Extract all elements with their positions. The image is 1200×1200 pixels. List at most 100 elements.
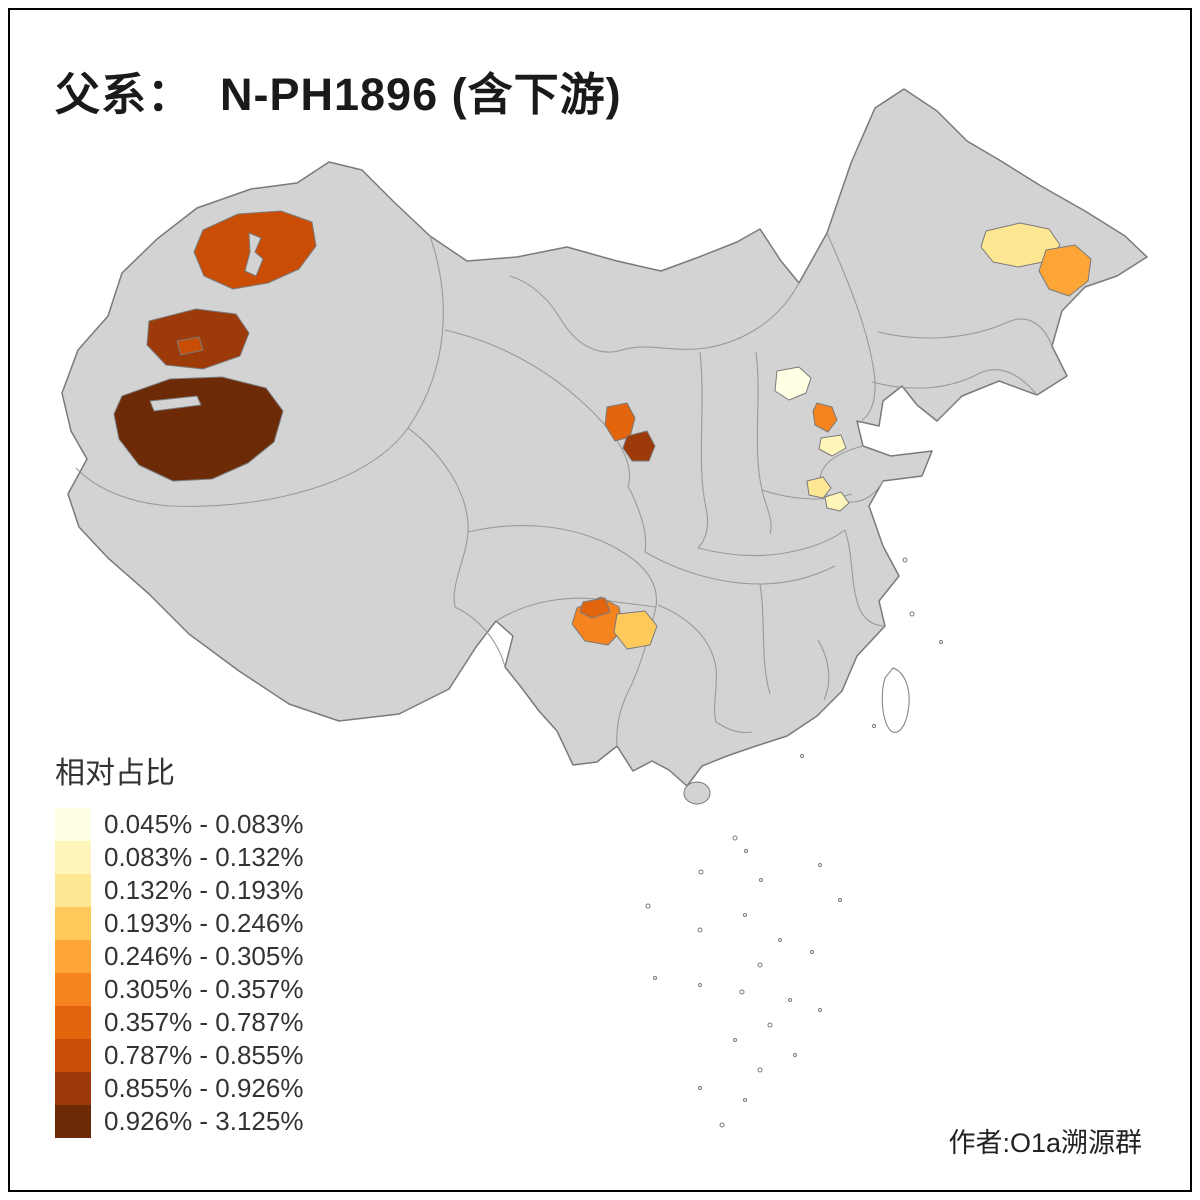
legend-item: 0.305% - 0.357% (55, 973, 303, 1006)
sea-islet (719, 1122, 725, 1128)
legend-label: 0.305% - 0.357% (104, 974, 304, 1004)
taiwan-island (881, 667, 910, 733)
islands (683, 557, 943, 805)
hainan-island (683, 781, 711, 805)
region-shaanxi-dark (622, 430, 656, 462)
legend-label: 0.132% - 0.193% (104, 875, 304, 905)
legend-label: 0.357% - 0.787% (104, 1007, 304, 1037)
legend-item: 0.193% - 0.246% (55, 907, 303, 940)
region-jiangsu-north (806, 476, 832, 499)
sea-islet (653, 976, 657, 980)
highlighted-regions (113, 210, 1092, 650)
province-line (627, 485, 647, 553)
coastal-islet (902, 557, 908, 563)
legend-swatch (55, 940, 91, 973)
coastal-islet (939, 640, 943, 644)
legend-label: 0.193% - 0.246% (104, 908, 304, 938)
sea-islet (818, 863, 822, 867)
province-line (657, 604, 717, 723)
region-southwest-xinjiang-enclave (149, 395, 202, 412)
sea-islet (788, 998, 792, 1002)
sea-islet (757, 1067, 763, 1073)
province-line (844, 529, 886, 627)
sea-islet (767, 1022, 773, 1028)
region-west-xinjiang-enclave (176, 336, 204, 356)
region-yunnan-light (613, 610, 658, 650)
coastal-islet (800, 754, 804, 758)
sea-islet (743, 913, 747, 917)
legend-swatch (55, 808, 91, 841)
province-line (817, 639, 830, 701)
province-line (407, 427, 469, 608)
legend-label: 0.083% - 0.132% (104, 842, 304, 872)
sea-islet (739, 989, 745, 995)
sea-islet (818, 1008, 822, 1012)
province-borders (75, 232, 1053, 747)
province-line (75, 235, 444, 507)
legend-swatch (55, 1039, 91, 1072)
legend-item: 0.246% - 0.305% (55, 940, 303, 973)
sea-islet (698, 1086, 702, 1090)
province-line (871, 369, 1038, 396)
province-line (715, 721, 753, 734)
province-line (697, 351, 709, 549)
legend-item: 0.787% - 0.855% (55, 1039, 303, 1072)
sea-islet (838, 898, 842, 902)
legend-title: 相对占比 (55, 757, 175, 790)
province-line (826, 232, 876, 421)
region-jiangsu-south (824, 491, 850, 512)
sea-islet (778, 938, 782, 942)
sea-islet (698, 983, 702, 987)
legend-swatch (55, 841, 91, 874)
legend-item: 0.083% - 0.132% (55, 841, 303, 874)
sea-islet (759, 878, 763, 882)
province-line (467, 525, 658, 608)
legend-item: 0.926% - 3.125% (55, 1105, 303, 1138)
sea-islet (793, 1053, 797, 1057)
sea-islet (757, 962, 763, 968)
province-line (877, 318, 1053, 347)
south-china-sea-islands (645, 835, 842, 1128)
legend-swatch (55, 874, 91, 907)
legend-swatch (55, 1006, 91, 1039)
sea-islet (697, 927, 703, 933)
region-north-xinjiang-enclave (244, 232, 264, 277)
region-yunnan-orange-dark (579, 597, 611, 619)
region-hebei-coast-orange (812, 402, 838, 433)
legend-label: 0.926% - 3.125% (104, 1106, 304, 1136)
province-line (697, 529, 846, 557)
legend-label: 0.045% - 0.083% (104, 809, 304, 839)
legend-item: 0.132% - 0.193% (55, 874, 303, 907)
legend-swatch (55, 1072, 91, 1105)
legend-swatch (55, 1105, 91, 1138)
legend-swatch (55, 973, 91, 1006)
sea-islet (810, 950, 814, 954)
legend: 相对占比 0.045% - 0.083% 0.083% - 0.132% 0.1… (55, 748, 303, 1138)
region-beijing-area (774, 366, 812, 401)
legend-label: 0.855% - 0.926% (104, 1073, 304, 1103)
province-line (454, 606, 506, 668)
legend-label: 0.246% - 0.305% (104, 941, 304, 971)
sea-islet (698, 869, 704, 875)
legend-swatch (55, 907, 91, 940)
legend-item: 0.357% - 0.787% (55, 1006, 303, 1039)
sea-islet (744, 849, 748, 853)
legend-item: 0.855% - 0.926% (55, 1072, 303, 1105)
province-line (755, 351, 772, 535)
region-northeast-orange (1038, 244, 1092, 297)
province-line (759, 583, 771, 695)
sea-islet (733, 1038, 737, 1042)
legend-item: 0.045% - 0.083% (55, 808, 303, 841)
province-line (444, 329, 631, 487)
province-line (509, 275, 800, 353)
coastal-islet (909, 611, 915, 617)
province-line (644, 551, 836, 585)
sea-islet (743, 1098, 747, 1102)
sea-islet (645, 903, 651, 909)
legend-label: 0.787% - 0.855% (104, 1040, 304, 1070)
sea-islet (732, 835, 738, 841)
page-title: 父系： N-PH1896 (含下游) (55, 69, 622, 120)
region-hebei-south-pale (818, 434, 847, 457)
attribution: 作者:O1a溯源群 (948, 1128, 1142, 1158)
